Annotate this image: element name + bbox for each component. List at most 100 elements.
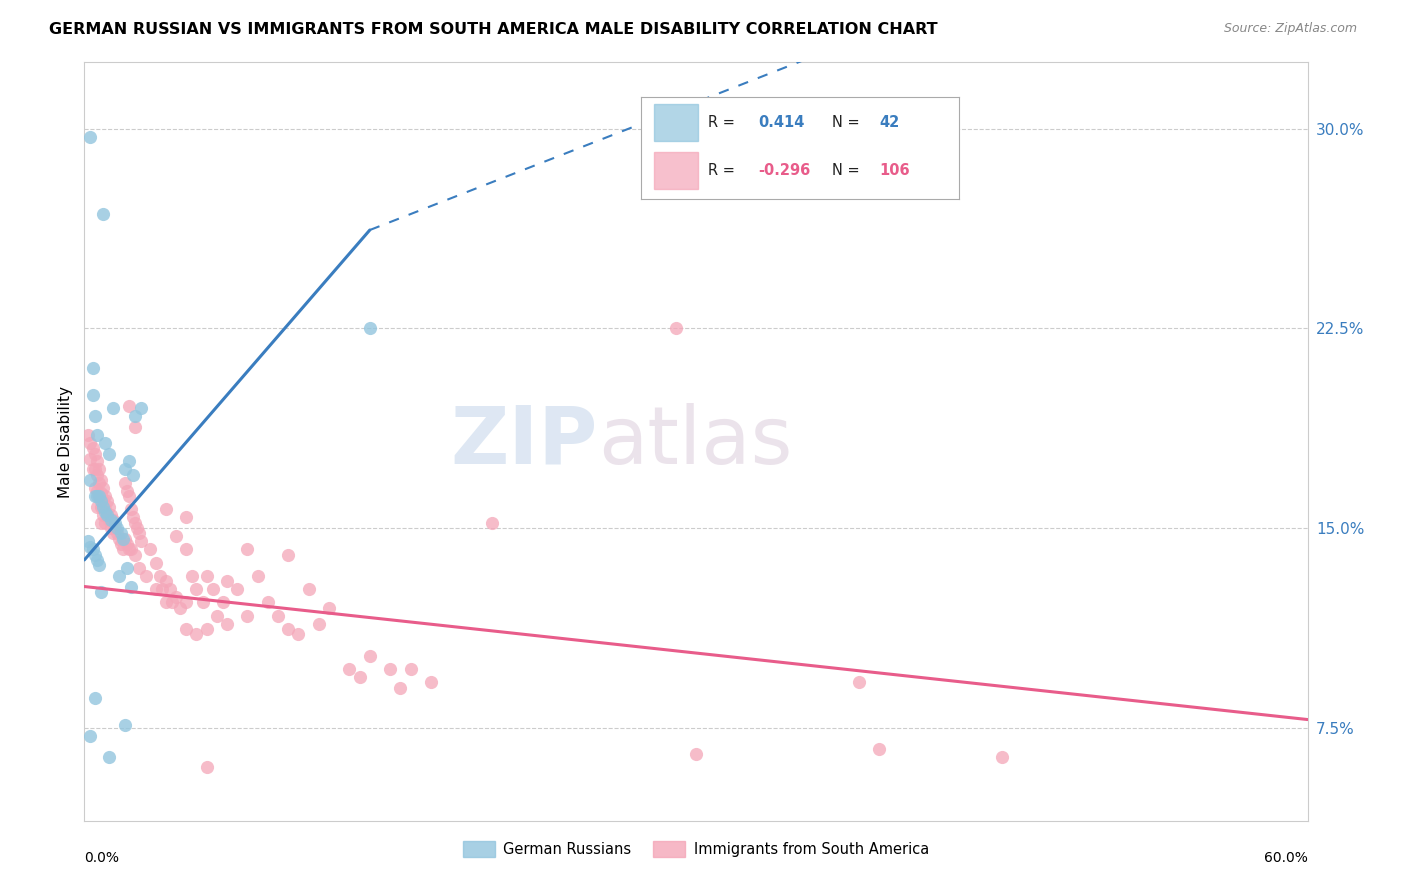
Text: ZIP: ZIP: [451, 402, 598, 481]
Point: [91, 481, 114, 495]
Point: [101, 401, 124, 416]
Point: [181, 569, 204, 583]
Point: [308, 616, 330, 631]
Point: [77, 428, 100, 442]
Point: [86, 483, 108, 498]
Point: [82, 361, 104, 376]
Point: [96, 508, 118, 522]
Point: [122, 467, 145, 482]
Point: [246, 569, 269, 583]
Point: [135, 569, 157, 583]
Point: [83, 548, 105, 562]
Point: [97, 513, 120, 527]
Point: [127, 521, 149, 535]
Point: [83, 691, 105, 706]
Point: [399, 662, 422, 676]
Point: [114, 532, 136, 546]
Point: [155, 502, 177, 516]
Point: [90, 486, 112, 500]
Point: [226, 582, 249, 597]
Point: [131, 401, 153, 416]
Point: [236, 608, 259, 623]
Point: [128, 561, 150, 575]
Point: [90, 494, 112, 508]
Point: [93, 502, 115, 516]
Point: [101, 513, 124, 527]
Point: [114, 462, 136, 476]
Point: [481, 516, 503, 530]
Point: [108, 569, 131, 583]
Point: [318, 600, 340, 615]
Point: [86, 489, 108, 503]
Point: [205, 608, 228, 623]
Point: [87, 475, 110, 490]
Point: [104, 516, 127, 530]
Point: [665, 321, 688, 335]
Point: [195, 760, 218, 774]
Point: [100, 508, 122, 522]
Point: [380, 662, 402, 676]
Point: [195, 569, 218, 583]
Point: [86, 500, 108, 514]
Y-axis label: Male Disability: Male Disability: [58, 385, 73, 498]
Text: atlas: atlas: [598, 402, 793, 481]
Point: [138, 542, 160, 557]
Point: [87, 462, 110, 476]
Point: [105, 526, 128, 541]
Point: [131, 534, 153, 549]
Point: [155, 595, 177, 609]
Point: [124, 409, 146, 424]
Point: [991, 749, 1014, 764]
Point: [212, 595, 235, 609]
Point: [83, 462, 105, 476]
Point: [108, 532, 131, 546]
Point: [115, 537, 138, 551]
Point: [120, 502, 142, 516]
Point: [277, 622, 299, 636]
Point: [97, 749, 120, 764]
Point: [124, 548, 146, 562]
Point: [115, 561, 138, 575]
Point: [100, 521, 122, 535]
Point: [257, 595, 280, 609]
Point: [82, 542, 104, 557]
Point: [124, 420, 146, 434]
Point: [82, 441, 104, 455]
Point: [122, 510, 145, 524]
Text: 0.0%: 0.0%: [84, 851, 120, 865]
Point: [79, 729, 101, 743]
Point: [96, 494, 118, 508]
Point: [120, 542, 142, 557]
Point: [201, 582, 224, 597]
Point: [359, 321, 381, 335]
Point: [115, 483, 138, 498]
Point: [685, 747, 707, 761]
Point: [93, 516, 115, 530]
Point: [83, 409, 105, 424]
Point: [236, 542, 259, 557]
Point: [114, 475, 136, 490]
Point: [100, 513, 122, 527]
Point: [90, 473, 112, 487]
Point: [869, 741, 891, 756]
Point: [87, 489, 110, 503]
Point: [86, 467, 108, 482]
Point: [174, 542, 197, 557]
Point: [79, 540, 101, 554]
Point: [93, 505, 115, 519]
Point: [97, 500, 120, 514]
Point: [79, 451, 101, 466]
Point: [96, 508, 118, 522]
Point: [174, 595, 197, 609]
Point: [86, 553, 108, 567]
Point: [83, 481, 105, 495]
Point: [186, 582, 208, 597]
Point: [145, 556, 167, 570]
Point: [128, 526, 150, 541]
Point: [105, 521, 128, 535]
Point: [114, 718, 136, 732]
Point: [389, 681, 412, 695]
Point: [90, 516, 112, 530]
Point: [124, 516, 146, 530]
Point: [159, 582, 181, 597]
